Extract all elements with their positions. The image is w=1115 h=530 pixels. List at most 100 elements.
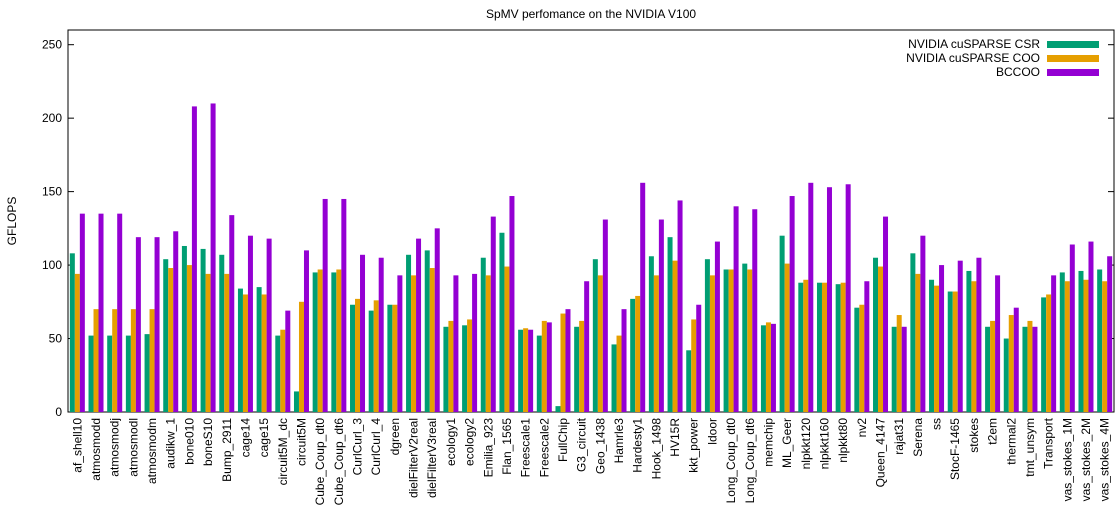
bar: [803, 279, 809, 412]
bar: [200, 248, 206, 412]
bar: [186, 265, 192, 412]
x-tick-label: Bump_2911: [220, 418, 234, 482]
legend-label: NVIDIA cuSPARSE CSR: [908, 37, 1040, 51]
x-tick-label: CurlCurl_3: [351, 418, 365, 476]
bar: [74, 273, 80, 412]
y-tick-label: 250: [42, 38, 62, 52]
bar: [878, 266, 884, 412]
bar: [331, 272, 337, 412]
bar: [168, 268, 174, 412]
bar: [883, 216, 889, 412]
bar: [1051, 275, 1057, 412]
bar: [93, 309, 99, 412]
x-tick-label: ecology1: [444, 418, 458, 466]
bar: [181, 245, 187, 412]
bar: [224, 273, 230, 412]
bar: [397, 275, 403, 412]
bar: [541, 320, 547, 412]
bar: [546, 322, 552, 412]
bar: [462, 325, 468, 412]
bar: [934, 285, 940, 412]
bar: [896, 315, 902, 412]
bar: [317, 269, 323, 412]
x-tick-label: atmosmodm: [145, 418, 159, 484]
bar: [1059, 272, 1065, 412]
bar: [696, 304, 702, 412]
bar: [630, 298, 636, 412]
bar: [667, 237, 673, 412]
y-tick-label: 200: [42, 111, 62, 125]
bar: [536, 335, 542, 412]
bar: [1107, 256, 1113, 412]
plot-frame: [67, 29, 1115, 413]
bar: [901, 326, 907, 412]
bar: [709, 275, 715, 412]
x-tick-label: G3_circuit: [575, 417, 589, 472]
bar: [1027, 320, 1033, 412]
legend-swatch: [1047, 55, 1099, 62]
x-tick-label: circuit5M_dc: [276, 418, 290, 485]
bar: [117, 213, 123, 412]
bar: [443, 326, 449, 412]
x-tick-label: nlpkkt160: [817, 418, 831, 470]
bar: [990, 320, 996, 412]
x-tick-label: HV15R: [668, 418, 682, 457]
x-tick-label: Hardesty1: [631, 418, 645, 473]
bar: [490, 216, 496, 412]
y-tick-label: 50: [49, 332, 63, 346]
bar: [555, 406, 561, 412]
bar: [154, 237, 160, 412]
legend-label: NVIDIA cuSPARSE COO: [906, 51, 1040, 65]
x-tick-label: af_shell10: [70, 418, 84, 473]
bar: [336, 269, 342, 412]
x-tick-label: rajat31: [892, 418, 906, 455]
bar: [98, 213, 104, 412]
bar: [864, 281, 870, 412]
bar: [293, 391, 299, 412]
x-tick-label: thermal2: [1004, 418, 1018, 465]
bar: [480, 257, 486, 412]
bar: [518, 329, 524, 412]
x-tick-label: Serena: [911, 418, 925, 457]
bar: [107, 335, 113, 412]
x-tick-label: audikw_1: [164, 418, 178, 469]
bar: [728, 269, 734, 412]
bar: [341, 198, 347, 412]
y-tick-label: 0: [55, 405, 62, 419]
bar: [1003, 338, 1009, 412]
bar: [653, 275, 659, 412]
bar: [1064, 281, 1070, 412]
bar: [237, 288, 243, 412]
bar: [312, 272, 318, 412]
x-tick-label: Freescale1: [519, 418, 533, 478]
bar: [565, 309, 571, 412]
bar: [429, 268, 435, 412]
x-tick-label: kkt_power: [687, 418, 701, 473]
bar: [798, 282, 804, 412]
bar: [144, 334, 150, 412]
bar: [560, 313, 566, 412]
x-tick-label: FullChip: [556, 418, 570, 462]
x-tick-label: t2em: [986, 418, 1000, 445]
x-tick-label: nlpkkt80: [836, 418, 850, 463]
bar: [840, 282, 846, 412]
x-tick-label: ML_Geer: [780, 418, 794, 468]
bar: [467, 319, 473, 412]
y-tick-label: 100: [42, 258, 62, 272]
bar: [947, 291, 953, 412]
bar: [130, 309, 136, 412]
bar: [995, 275, 1001, 412]
bar: [574, 326, 580, 412]
bar: [499, 232, 505, 412]
x-tick-label: StocF-1465: [948, 418, 962, 480]
bar: [387, 304, 393, 412]
x-tick-label: dielFilterV3real: [425, 418, 439, 498]
bar: [640, 182, 646, 412]
bar: [135, 237, 141, 412]
bar: [275, 335, 281, 412]
bar: [854, 307, 860, 412]
bar: [770, 323, 776, 412]
bar: [247, 235, 253, 412]
bar: [686, 350, 692, 412]
bar: [485, 275, 491, 412]
